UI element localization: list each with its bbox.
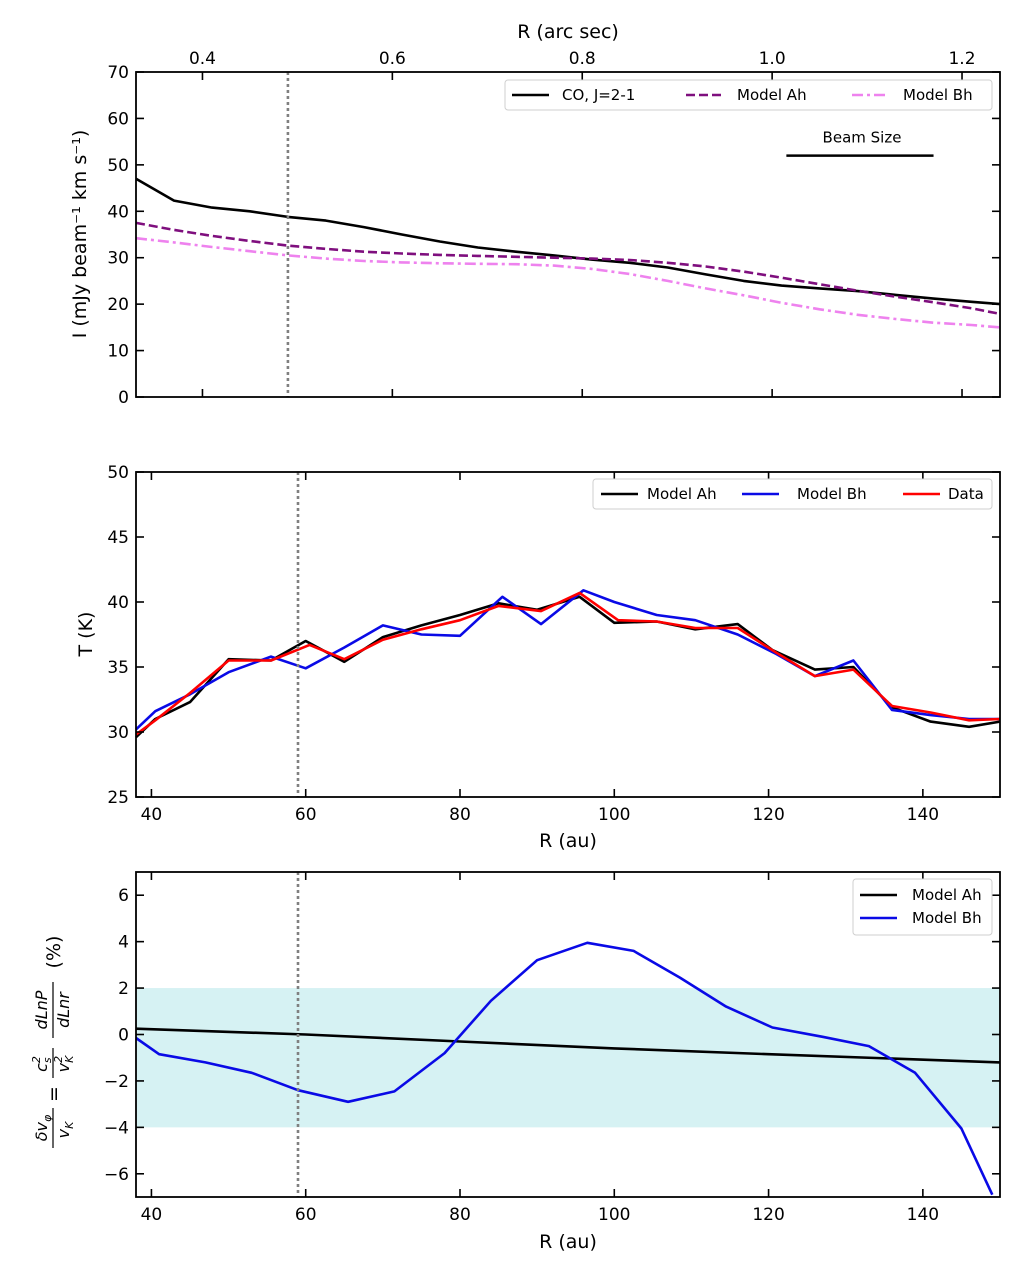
intensity-top-xtick-label: 0.4: [189, 49, 216, 69]
legend-label-model-bh: Model Bh: [903, 86, 973, 104]
velocity-y-axis-label: δvφ vK = c2s v2K dLnP dLnr (%): [30, 936, 76, 1148]
velocity-ytick-label: −2: [104, 1072, 129, 1092]
beam-size-annotation: Beam Size: [823, 129, 902, 147]
velocity-ytick-label: 2: [118, 979, 129, 999]
velocity-xtick-label: 120: [752, 1205, 784, 1225]
intensity-ytick-label: 70: [107, 63, 129, 83]
legend-label-t-data: Data: [948, 485, 984, 503]
velocity-xtick-label: 100: [598, 1205, 630, 1225]
ylabel-coef-num: c2s: [30, 1056, 54, 1072]
intensity-top-xtick-label: 1.2: [948, 49, 975, 69]
velocity-ytick-label: −6: [104, 1165, 129, 1185]
temperature-legend-box: [592, 478, 993, 510]
temperature-line-model-bh: [135, 588, 1000, 731]
temperature-x-axis-label: R (au): [539, 830, 597, 852]
temperature-xtick-label: 80: [449, 805, 471, 825]
intensity-series-group: [135, 177, 1001, 329]
velocity-xtick-label: 60: [295, 1205, 317, 1225]
temperature-ytick-label: 25: [107, 788, 129, 808]
beam-size-indicator: Beam Size: [786, 129, 934, 157]
legend-label-t-model-bh: Model Bh: [797, 485, 867, 503]
ylabel-deriv-den: dLnr: [54, 991, 73, 1028]
ylabel-frac-den: vK: [54, 1121, 76, 1138]
velocity-legend-box: [852, 878, 993, 936]
temperature-xtick-label: 120: [752, 805, 784, 825]
velocity-legend: Model Ah Model Bh: [852, 878, 993, 936]
ylabel-unit: (%): [43, 936, 65, 969]
intensity-y-axis-label: I (mJy beam⁻¹ km s⁻¹): [69, 130, 91, 339]
legend-label-t-model-ah: Model Ah: [647, 485, 717, 503]
velocity-xtick-label: 80: [449, 1205, 471, 1225]
intensity-top-xtick-label: 0.6: [379, 49, 406, 69]
temperature-ytick-label: 45: [107, 528, 129, 548]
velocity-x-axis-label: R (au): [539, 1231, 597, 1253]
intensity-top-xtick-label: 0.8: [569, 49, 596, 69]
intensity-ytick-label: 60: [107, 109, 129, 129]
temperature-ytick-label: 35: [107, 658, 129, 678]
velocity-ytick-label: −4: [104, 1118, 129, 1138]
temperature-legend: Model Ah Model Bh Data: [592, 478, 993, 510]
temperature-axes-frame: [135, 471, 1001, 798]
legend-label-v-model-bh: Model Bh: [912, 909, 982, 927]
temperature-xtick-label: 40: [141, 805, 163, 825]
intensity-ytick-label: 50: [107, 156, 129, 176]
velocity-ytick-label: 0: [118, 1026, 129, 1046]
velocity-line-model-ah: [135, 1027, 1001, 1064]
legend-label-co: CO, J=2-1: [562, 86, 635, 104]
temperature-series-group: [135, 588, 1001, 739]
temperature-xtick-label: 100: [598, 805, 630, 825]
temperature-line-data: [135, 591, 1001, 736]
intensity-ytick-label: 30: [107, 249, 129, 269]
temperature-ytick-label: 30: [107, 723, 129, 743]
velocity-xtick-label: 40: [141, 1205, 163, 1225]
velocity-series-group: [135, 941, 1001, 1196]
legend-label-model-ah: Model Ah: [737, 86, 807, 104]
ylabel-deriv-num: dLnP: [32, 990, 51, 1029]
intensity-line-model-ah: [135, 221, 1001, 316]
temperature-xtick-label: 140: [907, 805, 939, 825]
velocity-panel: −6 −4 −2 0 2 4 6 40 60 80 100 120 140 R (au) δvφ vK …: [30, 871, 1001, 1253]
intensity-ytick-label: 20: [107, 295, 129, 315]
velocity-ytick-label: 6: [118, 886, 129, 906]
velocity-axes-frame: [135, 871, 1001, 1198]
intensity-panel: 0 10 20 30 40 50 60 70 0.4 0.6 0.8 1.0 1.2 R (arc se…: [69, 21, 1001, 408]
velocity-xtick-label: 140: [907, 1205, 939, 1225]
intensity-top-xtick-label: 1.0: [759, 49, 786, 69]
legend-label-v-model-ah: Model Ah: [912, 886, 982, 904]
intensity-axes-frame: [135, 71, 1001, 398]
temperature-ytick-label: 40: [107, 593, 129, 613]
ylabel-coef-den: v2K: [52, 1055, 76, 1072]
intensity-ytick-label: 40: [107, 202, 129, 222]
temperature-ytick-label: 50: [107, 463, 129, 483]
ylabel-equals: =: [43, 1086, 65, 1102]
intensity-top-axis-label: R (arc sec): [517, 21, 619, 43]
intensity-legend-box: [504, 79, 993, 111]
temperature-panel: 25 30 35 40 45 50 40 60 80 100 120 140 R (au) T (K)…: [75, 463, 1001, 852]
velocity-line-model-bh: [135, 941, 994, 1196]
intensity-ytick-label: 0: [118, 388, 129, 408]
intensity-line-model-bh: [135, 236, 1001, 329]
velocity-ytick-label: 4: [118, 933, 129, 953]
temperature-xtick-label: 60: [295, 805, 317, 825]
intensity-ytick-label: 10: [107, 342, 129, 362]
intensity-legend: CO, J=2-1 Model Ah Model Bh: [504, 79, 993, 111]
ylabel-frac-num: δvφ: [32, 1114, 54, 1141]
temperature-y-axis-label: T (K): [75, 612, 97, 658]
